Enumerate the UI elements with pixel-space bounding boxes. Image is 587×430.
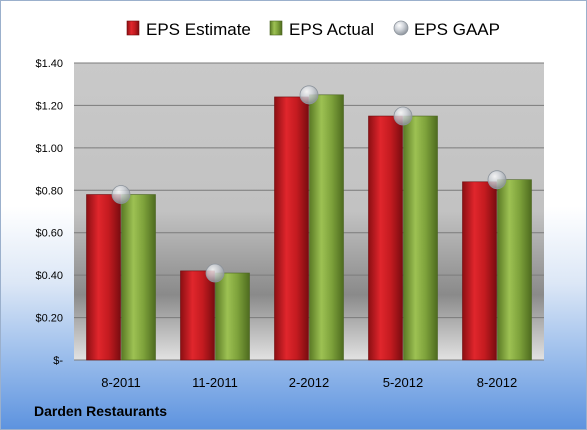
estimate-bar xyxy=(86,194,121,361)
y-tick-label: $0.20 xyxy=(35,313,63,325)
actual-bar xyxy=(497,179,532,361)
y-tick-label: $1.00 xyxy=(35,143,63,155)
estimate-bar xyxy=(180,270,215,361)
gaap-marker xyxy=(205,263,225,283)
x-tick-label: 8-2011 xyxy=(101,375,141,390)
gaap-markers xyxy=(111,85,507,283)
bars xyxy=(86,94,532,361)
y-axis: $- $0.20 $0.40 $0.60 $0.80 $1.00 $1.20 $1.40 xyxy=(35,58,63,367)
x-tick-label: 8-2012 xyxy=(477,375,517,390)
gaap-marker xyxy=(393,106,413,126)
x-tick-label: 2-2012 xyxy=(289,375,329,390)
estimate-bar xyxy=(274,96,309,361)
legend-label: EPS GAAP xyxy=(414,20,500,39)
legend-marker xyxy=(393,20,409,36)
actual-bar xyxy=(309,94,344,361)
company-name: Darden Restaurants xyxy=(34,403,168,419)
x-tick-label: 5-2012 xyxy=(383,375,423,390)
gaap-marker xyxy=(111,185,131,204)
legend-swatch xyxy=(269,20,283,36)
legend-label: EPS Estimate xyxy=(146,20,251,39)
y-tick-label: $1.20 xyxy=(35,100,63,112)
y-tick-label: $0.80 xyxy=(35,185,63,197)
legend-swatch xyxy=(126,20,140,36)
actual-bar xyxy=(403,115,438,361)
estimate-bar xyxy=(462,181,497,361)
x-axis: 8-2011 11-2011 2-2012 5-2012 8-2012 xyxy=(101,375,517,390)
legend-label: EPS Actual xyxy=(289,20,374,39)
gaap-marker xyxy=(487,170,507,190)
gaap-marker xyxy=(299,85,319,105)
y-tick-label: $0.40 xyxy=(35,270,63,282)
y-tick-label: $0.60 xyxy=(35,228,63,240)
actual-bar xyxy=(121,194,156,361)
estimate-bar xyxy=(368,115,403,361)
legend: EPS Estimate EPS Actual EPS GAAP xyxy=(126,20,500,39)
actual-bar xyxy=(215,272,250,361)
y-tick-label: $- xyxy=(53,355,63,367)
y-tick-label: $1.40 xyxy=(35,58,63,70)
x-tick-label: 11-2011 xyxy=(192,375,238,390)
